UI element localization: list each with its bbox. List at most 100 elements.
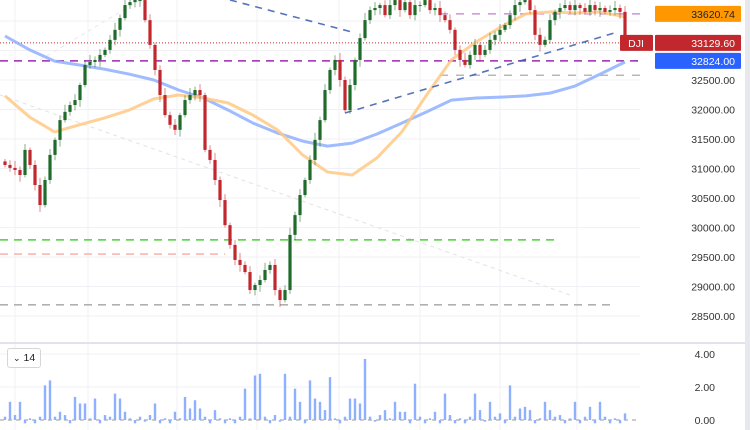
- volume-bar: [443, 393, 447, 420]
- volume-bar: [358, 403, 362, 420]
- candle-down: [233, 244, 237, 260]
- candle-up: [83, 64, 87, 86]
- volume-bar: [3, 416, 7, 420]
- price-axis-tick: 32000.00: [691, 104, 735, 116]
- volume-bar: [278, 420, 282, 422]
- candle-up: [328, 69, 332, 91]
- price-axis-tick: 31000.00: [691, 163, 735, 175]
- candle-down: [438, 8, 442, 16]
- volume-indicator-toggle[interactable]: ⌄ 14: [7, 348, 42, 368]
- candle-up: [263, 269, 267, 280]
- candle-down: [528, 0, 532, 11]
- candle-down: [593, 5, 597, 11]
- volume-bar: [583, 416, 587, 420]
- candle-down: [278, 290, 282, 301]
- volume-bar: [383, 410, 387, 420]
- volume-bar: [578, 420, 582, 424]
- volume-setting-label: 14: [23, 352, 36, 364]
- candle-up: [413, 5, 417, 16]
- volume-bar: [288, 416, 292, 420]
- candle-up: [363, 20, 367, 39]
- candle-up: [53, 139, 57, 155]
- volume-bar: [63, 415, 67, 420]
- volume-bar: [208, 420, 212, 424]
- volume-bar: [293, 388, 297, 420]
- volume-bar: [318, 401, 322, 420]
- candle-up: [93, 59, 97, 63]
- candle-up: [108, 39, 112, 50]
- candle-down: [198, 90, 202, 96]
- candle-up: [563, 5, 567, 9]
- volume-bar: [613, 418, 617, 420]
- candle-up: [373, 8, 377, 11]
- volume-bar: [328, 377, 332, 420]
- candle-up: [323, 90, 327, 121]
- volume-bar: [543, 401, 547, 420]
- volume-bar: [418, 416, 422, 420]
- volume-bar: [313, 398, 317, 420]
- volume-bar: [298, 401, 302, 420]
- volume-axis-tick: 0.00: [695, 415, 716, 427]
- price-axis-tick: 29500.00: [691, 252, 735, 264]
- candle-down: [203, 95, 207, 150]
- volume-bar: [303, 420, 307, 424]
- candle-up: [128, 2, 132, 6]
- candle-up: [258, 280, 262, 286]
- candle-up: [473, 44, 477, 55]
- candle-down: [238, 259, 242, 265]
- candle-up: [63, 111, 67, 121]
- candle-down: [583, 8, 587, 12]
- candle-up: [313, 139, 317, 160]
- volume-bar: [193, 400, 197, 420]
- candle-up: [253, 285, 257, 291]
- volume-bar: [603, 416, 607, 420]
- price-axis-tick: 30500.00: [691, 193, 735, 205]
- volume-bar: [93, 398, 97, 420]
- volume-bar: [228, 418, 232, 420]
- candle-down: [343, 80, 347, 111]
- candle-up: [103, 49, 107, 55]
- volume-bar: [143, 420, 147, 422]
- volume-bar: [363, 358, 367, 420]
- trendline: [229, 0, 356, 34]
- candle-up: [393, 0, 397, 6]
- volume-bar: [493, 416, 497, 420]
- candle-up: [333, 59, 337, 70]
- volume-axis-tick: 2.00: [695, 382, 716, 394]
- volume-bar: [558, 415, 562, 420]
- candle-up: [73, 100, 77, 106]
- candle-down: [533, 10, 537, 35]
- candle-up: [183, 100, 187, 116]
- candle-up: [613, 8, 617, 11]
- candle-up: [118, 18, 122, 30]
- volume-bar: [373, 420, 377, 422]
- candle-down: [163, 95, 167, 116]
- volume-bar: [173, 411, 177, 420]
- volume-bar: [268, 420, 272, 424]
- volume-bar: [478, 410, 482, 420]
- volume-bar: [28, 418, 32, 420]
- candle-up: [133, 0, 137, 3]
- price-label: 32824.00: [691, 56, 735, 68]
- volume-bar: [593, 420, 597, 424]
- volume-bar: [618, 420, 622, 424]
- candle-up: [23, 149, 27, 175]
- volume-bar: [38, 416, 42, 420]
- volume-bar: [588, 406, 592, 420]
- candle-down: [448, 20, 452, 30]
- candle-down: [398, 0, 402, 11]
- candle-down: [273, 264, 277, 291]
- candle-down: [463, 59, 467, 65]
- price-axis-tick: 31500.00: [691, 134, 735, 146]
- volume-bar: [458, 418, 462, 420]
- volume-bar: [623, 413, 627, 420]
- volume-bar: [243, 388, 247, 420]
- price-label-box: [655, 52, 741, 69]
- volume-bar: [43, 385, 47, 420]
- volume-bar: [523, 406, 527, 420]
- faint-trendline: [0, 94, 571, 296]
- volume-bar: [548, 410, 552, 420]
- candle-down: [173, 124, 177, 130]
